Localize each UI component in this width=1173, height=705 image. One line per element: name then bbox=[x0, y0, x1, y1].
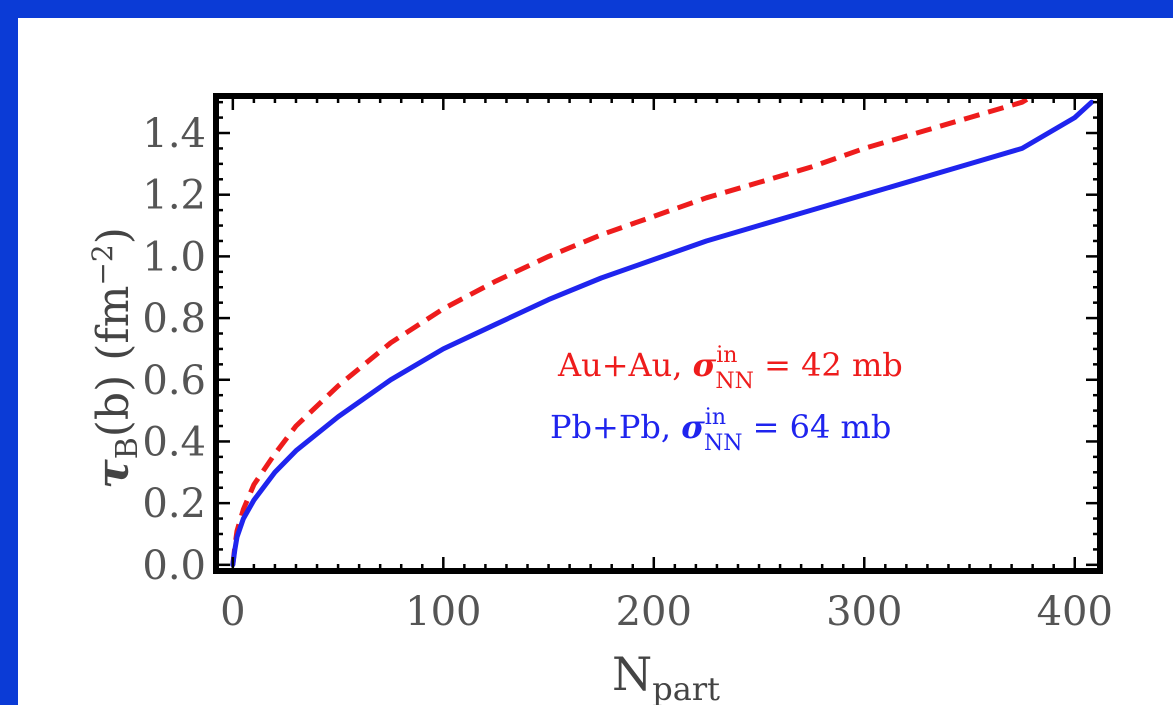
legend-auau-sup: in bbox=[716, 343, 737, 368]
y-tick-label: 0.2 bbox=[142, 481, 206, 527]
curves-layer bbox=[230, 93, 1095, 568]
legend-entry-auau: Au+Au, σin NN = 42 mb bbox=[557, 343, 903, 394]
series-line-1 bbox=[230, 99, 1095, 568]
legend-pbpb-suffix: = 64 mb bbox=[743, 408, 892, 446]
ticks-layer bbox=[216, 96, 1100, 571]
x-tick-label: 400 bbox=[1037, 589, 1113, 635]
x-tick-label: 300 bbox=[826, 589, 902, 635]
series-line-0 bbox=[230, 93, 1034, 566]
x-tick-label: 200 bbox=[616, 589, 692, 635]
legend-pbpb-sub: NN bbox=[704, 431, 743, 456]
legend-auau-sub: NN bbox=[715, 369, 754, 394]
y-axis-title-end: ) bbox=[88, 227, 139, 244]
legend-auau-prefix: Au+Au, bbox=[557, 346, 693, 384]
y-axis-title-sub: B bbox=[110, 437, 145, 459]
legend-pbpb-prefix: Pb+Pb, bbox=[550, 408, 681, 446]
y-tick-label: 0.4 bbox=[142, 419, 206, 465]
y-tick-label: 1.2 bbox=[142, 173, 206, 219]
legend: Au+Au, σin NN = 42 mb Pb+Pb, σin NN = 64 m… bbox=[550, 343, 903, 456]
y-axis-title-tau: τ bbox=[88, 459, 139, 489]
legend-auau-sigma: σ bbox=[693, 346, 717, 384]
y-axis-title-sup: −2 bbox=[86, 244, 119, 285]
x-tick-label: 100 bbox=[405, 589, 481, 635]
y-axis-title-rest: (b) (fm bbox=[88, 286, 139, 438]
legend-entry-pbpb: Pb+Pb, σin NN = 64 mb bbox=[550, 405, 891, 456]
slide-canvas: 0 100 200 300 400 0.0 0.2 0.4 0.6 0.8 1.0 1.2 1.4 Np… bbox=[18, 18, 1173, 705]
y-tick-label: 0.8 bbox=[142, 296, 206, 342]
legend-pbpb-sup: in bbox=[705, 405, 726, 430]
legend-auau-suffix: = 42 mb bbox=[754, 346, 903, 384]
legend-pbpb-sigma: σ bbox=[681, 408, 705, 446]
tick-labels-layer: 0 100 200 300 400 0.0 0.2 0.4 0.6 0.8 1.0 1.2 1.4 bbox=[142, 111, 1113, 635]
y-tick-label: 0.6 bbox=[142, 358, 206, 404]
y-tick-label: 0.0 bbox=[142, 543, 206, 589]
x-axis-title-sub: part bbox=[652, 670, 720, 705]
y-axis-title: τB(b) (fm−2) bbox=[86, 227, 145, 489]
y-tick-label: 1.0 bbox=[142, 234, 206, 280]
plot-frame bbox=[213, 93, 1103, 574]
line-chart: 0 100 200 300 400 0.0 0.2 0.4 0.6 0.8 1.0 1.2 1.4 Np… bbox=[86, 93, 1113, 705]
x-axis-title-main: N bbox=[612, 647, 652, 701]
y-tick-label: 1.4 bbox=[142, 111, 206, 157]
x-tick-label: 0 bbox=[220, 589, 245, 635]
x-axis-title: Npart bbox=[612, 647, 720, 705]
